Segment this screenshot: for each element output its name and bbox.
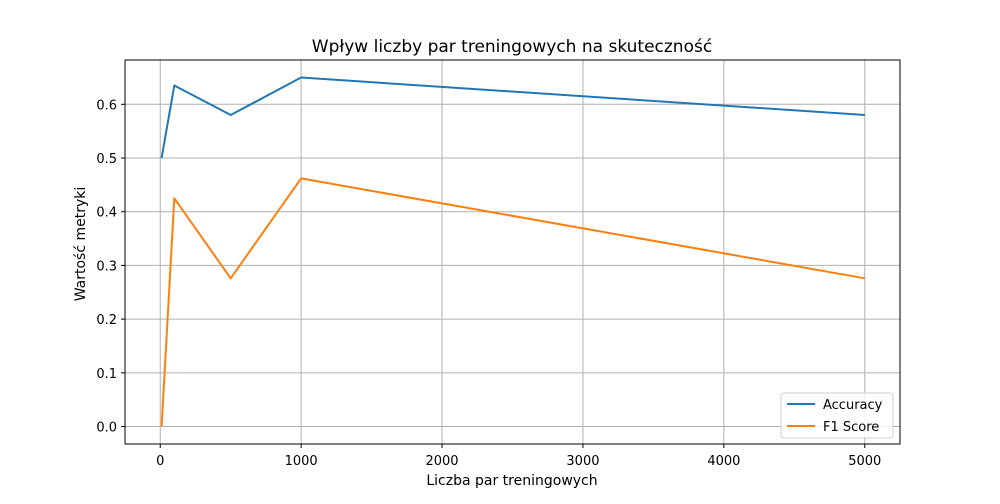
x-axis-label: Liczba par treningowych (426, 473, 597, 489)
y-tick-label: 0.0 (96, 421, 117, 436)
x-tick-label: 1000 (285, 454, 318, 469)
x-tick-label: 5000 (848, 454, 881, 469)
legend-label-f1-score: F1 Score (823, 420, 879, 435)
grid-lines (125, 60, 900, 444)
series-line-accuracy (160, 76, 865, 159)
y-axis-label: Wartość metryki (73, 187, 89, 302)
y-tick-label: 0.3 (96, 259, 117, 274)
y-tick-label: 0.4 (96, 206, 117, 221)
axis-ticks: 0 1000 2000 3000 4000 5000 0.0 0.1 0.2 0.3 0.4 0.5 0… (96, 98, 881, 469)
series-line-f1-score (160, 177, 865, 427)
plot-frame (124, 59, 901, 445)
x-tick-label: 0 (156, 454, 164, 469)
x-tick-label: 2000 (425, 454, 458, 469)
y-tick-label: 0.2 (96, 313, 117, 328)
y-tick-label: 0.5 (96, 152, 117, 167)
chart-title: Wpływ liczby par treningowych na skutecz… (312, 37, 712, 57)
y-tick-label: 0.6 (96, 98, 117, 113)
y-tick-label: 0.1 (96, 367, 117, 382)
x-tick-label: 3000 (566, 454, 599, 469)
series-lines (160, 76, 865, 427)
legend: Accuracy F1 Score (780, 392, 894, 439)
legend-label-accuracy: Accuracy (823, 398, 883, 413)
x-tick-label: 4000 (707, 454, 740, 469)
